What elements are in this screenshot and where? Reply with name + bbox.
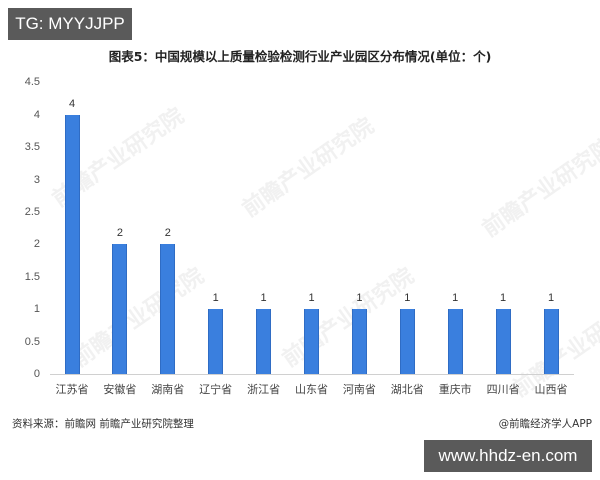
x-tick-label: 四川省 bbox=[486, 383, 520, 396]
x-tick-label: 江苏省 bbox=[55, 383, 89, 396]
y-tick-label: 4.5 bbox=[24, 76, 40, 89]
x-tick-label: 安徽省 bbox=[103, 383, 137, 396]
bar bbox=[399, 309, 415, 374]
bar-value-label: 1 bbox=[452, 292, 459, 305]
y-tick-label: 3.5 bbox=[24, 141, 40, 154]
bar bbox=[304, 309, 319, 374]
x-axis-line bbox=[50, 374, 574, 375]
x-tick-label: 浙江省 bbox=[247, 383, 281, 396]
y-tick-label: 1 bbox=[33, 303, 40, 316]
x-tick-label: 湖南省 bbox=[151, 383, 185, 396]
y-tick-label: 0.5 bbox=[24, 335, 40, 348]
bar-value-label: 1 bbox=[212, 292, 219, 305]
watermark: 前瞻产业研究院 bbox=[278, 263, 419, 373]
x-tick-label: 山东省 bbox=[295, 383, 328, 396]
bar-value-label: 1 bbox=[308, 292, 315, 305]
x-tick-label: 重庆市 bbox=[438, 383, 472, 396]
bar-value-label: 1 bbox=[356, 292, 363, 305]
source-note: 资料来源：前瞻网 前瞻产业研究院整理 bbox=[12, 418, 194, 430]
y-tick-label: 0 bbox=[33, 368, 40, 380]
bar bbox=[543, 309, 559, 374]
bar bbox=[447, 309, 463, 374]
bar bbox=[256, 309, 272, 374]
bar bbox=[495, 309, 511, 374]
bar-value-label: 1 bbox=[260, 292, 267, 305]
bar-value-label: 1 bbox=[500, 292, 507, 305]
bar-value-label: 1 bbox=[404, 292, 411, 305]
y-tick-label: 4 bbox=[33, 108, 40, 121]
bar bbox=[160, 244, 176, 374]
y-tick-label: 2 bbox=[33, 238, 40, 251]
bar-value-label: 1 bbox=[547, 292, 555, 305]
y-tick-label: 2.5 bbox=[24, 206, 40, 218]
url-badge: www.hhdz-en.com bbox=[424, 440, 592, 472]
bar-value-label: 2 bbox=[164, 227, 171, 240]
credit-note: @前瞻经济学人APP bbox=[498, 418, 592, 430]
watermark: 前瞻产业研究院 bbox=[478, 133, 600, 243]
chart-title: 图表5：中国规模以上质量检验检测行业产业园区分布情况(单位：个) bbox=[108, 49, 492, 64]
bar-value-label: 2 bbox=[116, 227, 123, 240]
watermark: 前瞻产业研究院 bbox=[68, 263, 209, 373]
x-tick-label: 湖北省 bbox=[390, 383, 424, 396]
bar bbox=[208, 309, 224, 374]
y-tick-label: 3 bbox=[33, 173, 40, 186]
x-tick-label: 辽宁省 bbox=[199, 383, 233, 396]
bar bbox=[351, 309, 367, 374]
x-tick-label: 河南省 bbox=[342, 383, 376, 396]
bar-value-label: 4 bbox=[68, 97, 76, 110]
y-tick-label: 1.5 bbox=[24, 270, 40, 283]
bar bbox=[64, 114, 80, 374]
tg-badge: TG: MYYJJPP bbox=[8, 8, 132, 40]
x-tick-label: 山西省 bbox=[534, 383, 568, 396]
bar bbox=[112, 244, 128, 374]
watermark: 前瞻产业研究院 bbox=[238, 113, 379, 223]
